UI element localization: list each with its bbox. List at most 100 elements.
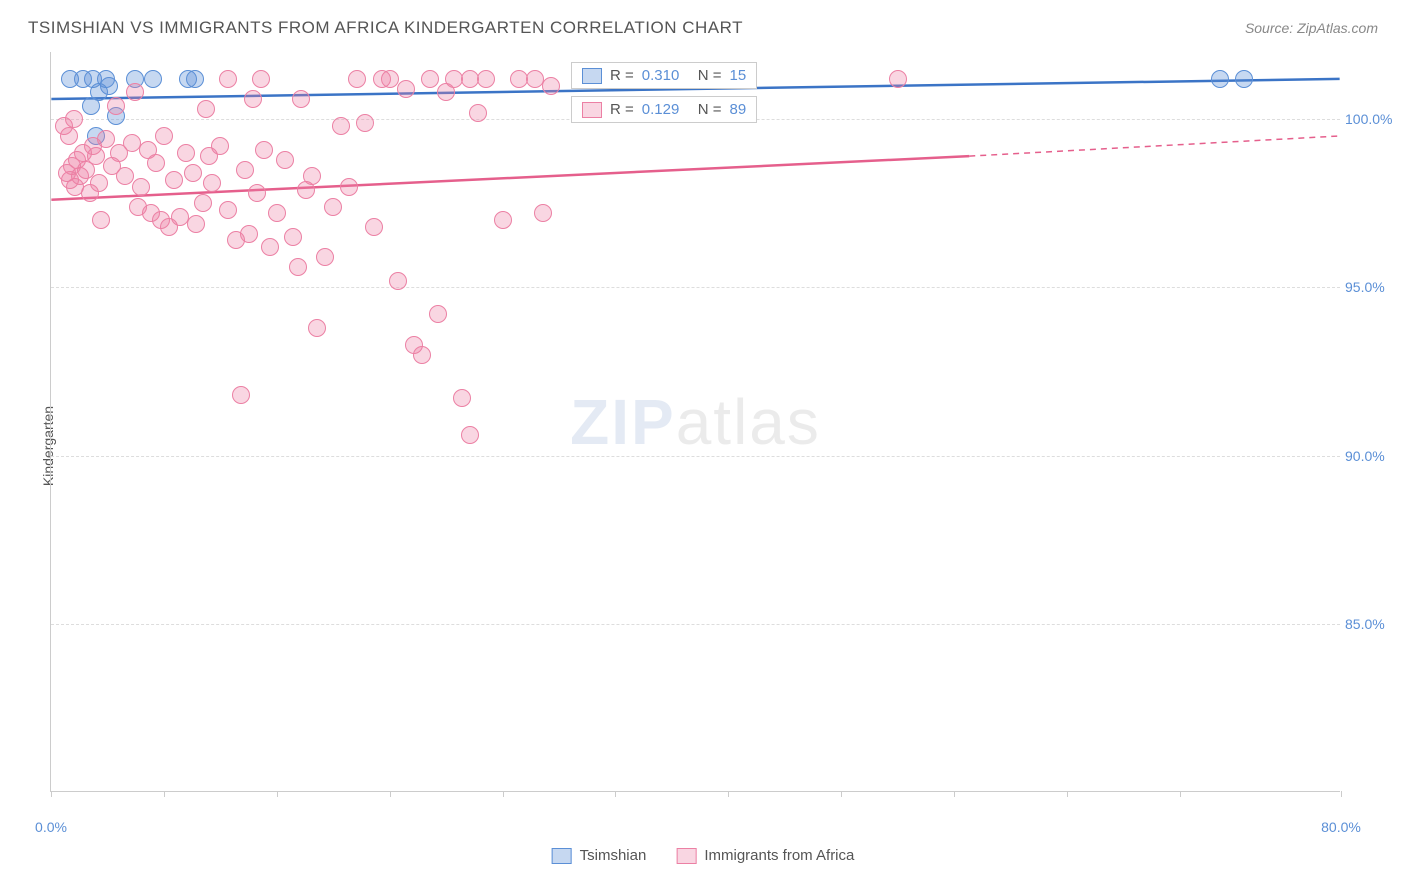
x-tick: [1067, 791, 1068, 797]
scatter-point: [126, 83, 144, 101]
gridline: [51, 456, 1340, 457]
scatter-point: [421, 70, 439, 88]
scatter-point: [889, 70, 907, 88]
x-tick: [615, 791, 616, 797]
scatter-point: [324, 198, 342, 216]
scatter-point: [542, 77, 560, 95]
scatter-point: [477, 70, 495, 88]
n-value: 15: [730, 67, 747, 84]
scatter-point: [316, 248, 334, 266]
scatter-point: [187, 215, 205, 233]
x-tick: [728, 791, 729, 797]
scatter-point: [381, 70, 399, 88]
scatter-point: [177, 144, 195, 162]
scatter-point: [116, 167, 134, 185]
watermark-atlas: atlas: [676, 386, 821, 458]
scatter-plot: ZIPatlas 85.0%90.0%95.0%100.0%0.0%80.0%R…: [50, 52, 1340, 792]
scatter-point: [219, 70, 237, 88]
scatter-point: [348, 70, 366, 88]
scatter-point: [211, 137, 229, 155]
bottom-legend: Tsimshian Immigrants from Africa: [552, 847, 855, 864]
scatter-point: [429, 305, 447, 323]
scatter-point: [219, 201, 237, 219]
scatter-point: [356, 114, 374, 132]
scatter-point: [232, 386, 250, 404]
scatter-point: [397, 80, 415, 98]
watermark: ZIPatlas: [570, 385, 821, 459]
source-label: Source: ZipAtlas.com: [1245, 20, 1378, 36]
x-tick: [1341, 791, 1342, 797]
legend-swatch: [676, 848, 696, 864]
title-row: TSIMSHIAN VS IMMIGRANTS FROM AFRICA KIND…: [28, 18, 1378, 38]
n-value: 89: [730, 101, 747, 118]
n-label: N =: [698, 101, 722, 118]
legend-stats-row: R =0.310N =15: [571, 62, 757, 89]
scatter-point: [186, 70, 204, 88]
scatter-point: [289, 258, 307, 276]
chart-title: TSIMSHIAN VS IMMIGRANTS FROM AFRICA KIND…: [28, 18, 743, 38]
scatter-point: [244, 90, 262, 108]
scatter-point: [236, 161, 254, 179]
scatter-point: [147, 154, 165, 172]
scatter-point: [261, 238, 279, 256]
scatter-point: [1235, 70, 1253, 88]
scatter-point: [107, 97, 125, 115]
y-tick-label: 90.0%: [1345, 448, 1400, 464]
legend-label: Immigrants from Africa: [704, 847, 854, 864]
scatter-point: [389, 272, 407, 290]
gridline: [51, 624, 1340, 625]
scatter-point: [203, 174, 221, 192]
scatter-point: [144, 70, 162, 88]
watermark-zip: ZIP: [570, 386, 676, 458]
legend-swatch: [582, 102, 602, 118]
r-label: R =: [610, 101, 634, 118]
legend-label: Tsimshian: [580, 847, 647, 864]
legend-swatch: [582, 68, 602, 84]
scatter-point: [92, 211, 110, 229]
scatter-point: [308, 319, 326, 337]
x-tick: [164, 791, 165, 797]
x-tick-label: 0.0%: [35, 819, 67, 835]
scatter-point: [1211, 70, 1229, 88]
scatter-point: [292, 90, 310, 108]
scatter-point: [276, 151, 294, 169]
scatter-point: [365, 218, 383, 236]
x-tick: [51, 791, 52, 797]
scatter-point: [184, 164, 202, 182]
scatter-point: [87, 147, 105, 165]
scatter-point: [132, 178, 150, 196]
scatter-point: [194, 194, 212, 212]
r-value: 0.129: [642, 101, 690, 118]
scatter-point: [469, 104, 487, 122]
scatter-point: [197, 100, 215, 118]
x-tick: [503, 791, 504, 797]
r-value: 0.310: [642, 67, 690, 84]
scatter-point: [240, 225, 258, 243]
x-tick: [1180, 791, 1181, 797]
x-tick: [954, 791, 955, 797]
scatter-point: [494, 211, 512, 229]
scatter-point: [284, 228, 302, 246]
n-label: N =: [698, 67, 722, 84]
scatter-point: [100, 77, 118, 95]
scatter-point: [90, 174, 108, 192]
scatter-point: [303, 167, 321, 185]
scatter-point: [413, 346, 431, 364]
scatter-point: [255, 141, 273, 159]
y-tick-label: 100.0%: [1345, 111, 1400, 127]
legend-item: Tsimshian: [552, 847, 647, 864]
scatter-point: [268, 204, 286, 222]
scatter-point: [60, 127, 78, 145]
scatter-point: [252, 70, 270, 88]
legend-item: Immigrants from Africa: [676, 847, 854, 864]
scatter-point: [248, 184, 266, 202]
gridline: [51, 287, 1340, 288]
scatter-point: [453, 389, 471, 407]
legend-swatch: [552, 848, 572, 864]
scatter-point: [165, 171, 183, 189]
scatter-point: [340, 178, 358, 196]
legend-stats-row: R = 0.129 N = 89: [571, 96, 757, 123]
scatter-point: [65, 110, 83, 128]
y-tick-label: 95.0%: [1345, 279, 1400, 295]
scatter-point: [461, 426, 479, 444]
